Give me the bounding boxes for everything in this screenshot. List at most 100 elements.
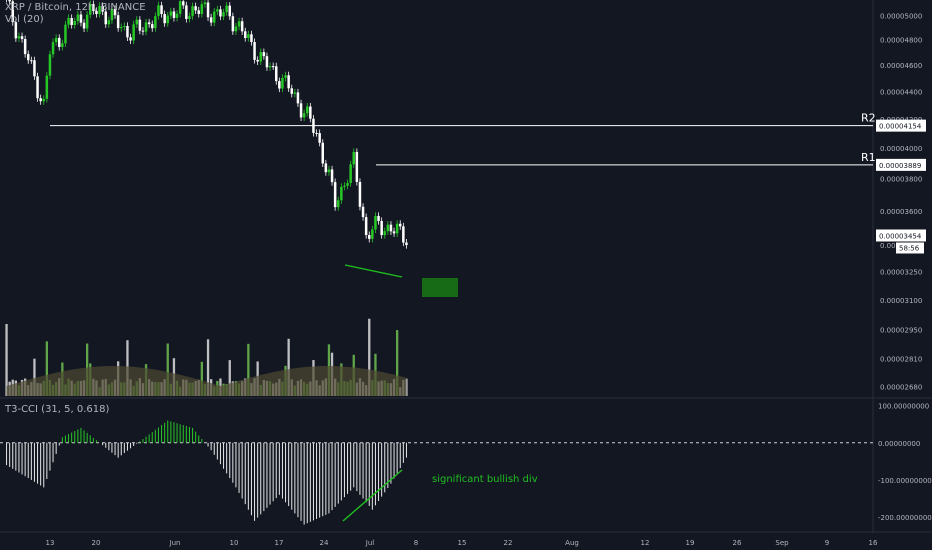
price-tick-label: 0.00004400 — [880, 88, 922, 96]
candle-body — [250, 34, 253, 43]
candle-body — [309, 106, 312, 119]
candle-body — [337, 200, 340, 208]
candle-body — [154, 16, 157, 29]
time-tick-label: Sep — [775, 539, 789, 547]
candle-body — [399, 223, 402, 227]
candle-body — [259, 52, 262, 62]
indicator-legend: T3-CCI (31, 5, 0.618) — [5, 404, 110, 415]
candle-body — [321, 142, 324, 164]
candle-body — [275, 66, 278, 82]
candle-body — [327, 169, 331, 173]
candle-body — [27, 54, 30, 61]
countdown-tag-bg — [896, 242, 924, 254]
volume-ma-area — [6, 366, 407, 396]
candle-body — [352, 151, 355, 165]
candle-body — [85, 14, 89, 29]
candle-body — [23, 39, 27, 55]
candle-body — [64, 24, 67, 44]
candle-body — [17, 36, 21, 39]
candle-body — [113, 8, 117, 16]
candle-body — [110, 8, 114, 21]
candle-body — [340, 186, 343, 201]
price-tick-label: 0.00004000 — [880, 145, 922, 153]
candle-body — [197, 10, 200, 14]
candle-body — [147, 22, 151, 25]
candle-body — [70, 17, 73, 26]
candle-body — [377, 215, 380, 221]
time-tick-label: Aug — [565, 539, 579, 547]
candle-body — [395, 223, 399, 234]
candle-body — [296, 92, 300, 104]
candle-body — [299, 103, 303, 118]
candle-body — [191, 6, 194, 17]
candle-body — [402, 226, 405, 243]
time-tick-label: 22 — [504, 539, 513, 547]
time-tick-label: 9 — [825, 539, 829, 547]
candle-body — [268, 66, 272, 68]
candle-body — [290, 88, 293, 94]
candle-body — [374, 215, 377, 230]
candle-body — [20, 36, 24, 40]
candle-body — [11, 1, 14, 23]
countdown-tag: 58:56 — [899, 244, 920, 252]
candle-body — [166, 15, 169, 24]
candle-body — [14, 22, 18, 39]
price-tick-label: 0.00003800 — [880, 176, 922, 184]
candle-body — [231, 16, 235, 32]
time-tick-label: 24 — [320, 539, 329, 547]
candle-body — [185, 5, 188, 19]
candle-body — [234, 26, 238, 32]
candle-body — [206, 2, 210, 18]
time-tick-label: 19 — [686, 539, 695, 547]
candle-body — [51, 42, 55, 55]
level-label-r2: R2 — [861, 112, 876, 125]
candle-body — [237, 21, 241, 27]
volume-bar — [368, 318, 371, 396]
price-tick-label: 0.00003100 — [880, 297, 922, 305]
candle-body — [33, 60, 36, 77]
candle-body — [361, 206, 365, 218]
volume-legend: Vol (20) — [5, 14, 44, 25]
candle-body — [182, 1, 185, 6]
volume-bar — [287, 338, 290, 396]
candle-body — [284, 75, 287, 78]
candle-body — [386, 224, 390, 232]
candle-body — [123, 25, 126, 28]
volume-bar — [206, 339, 210, 396]
price-tick-label: 0.00003600 — [880, 208, 922, 216]
volume-bar — [166, 343, 169, 396]
candle-body — [67, 17, 70, 25]
candle-body — [194, 6, 197, 11]
volume-bar — [396, 330, 399, 396]
volume-bar — [5, 324, 8, 396]
candle-body — [302, 113, 306, 118]
candle-body — [141, 30, 145, 32]
candle-body — [8, 0, 11, 2]
candle-body — [346, 183, 349, 186]
candle-body — [178, 1, 182, 14]
time-tick-label: 15 — [458, 539, 467, 547]
level-label-r1: R1 — [861, 151, 876, 164]
level-price-tag-bg — [876, 119, 926, 132]
candle-body — [138, 19, 142, 31]
candle-body — [107, 20, 111, 25]
cci-divergence-line — [342, 469, 403, 522]
candle-body — [380, 220, 383, 236]
candle-body — [188, 16, 191, 19]
candle-body — [163, 14, 166, 24]
candle-body — [392, 231, 396, 234]
level-price-tag: 0.00004154 — [879, 123, 922, 131]
candle-body — [324, 163, 328, 173]
cci-annotation-text: significant bullish div — [432, 474, 538, 485]
candle-body — [151, 24, 154, 29]
candle-body — [30, 60, 33, 62]
candle-body — [364, 217, 368, 236]
candle-body — [244, 31, 247, 38]
candle-body — [281, 77, 284, 89]
price-divergence-line — [344, 264, 403, 278]
price-tick-label: 0.00004800 — [880, 37, 922, 45]
time-tick-label: 26 — [733, 539, 742, 547]
symbol-legend: XRP / Bitcoin, 12h, BINANCE — [5, 2, 146, 13]
candle-body — [48, 54, 52, 76]
